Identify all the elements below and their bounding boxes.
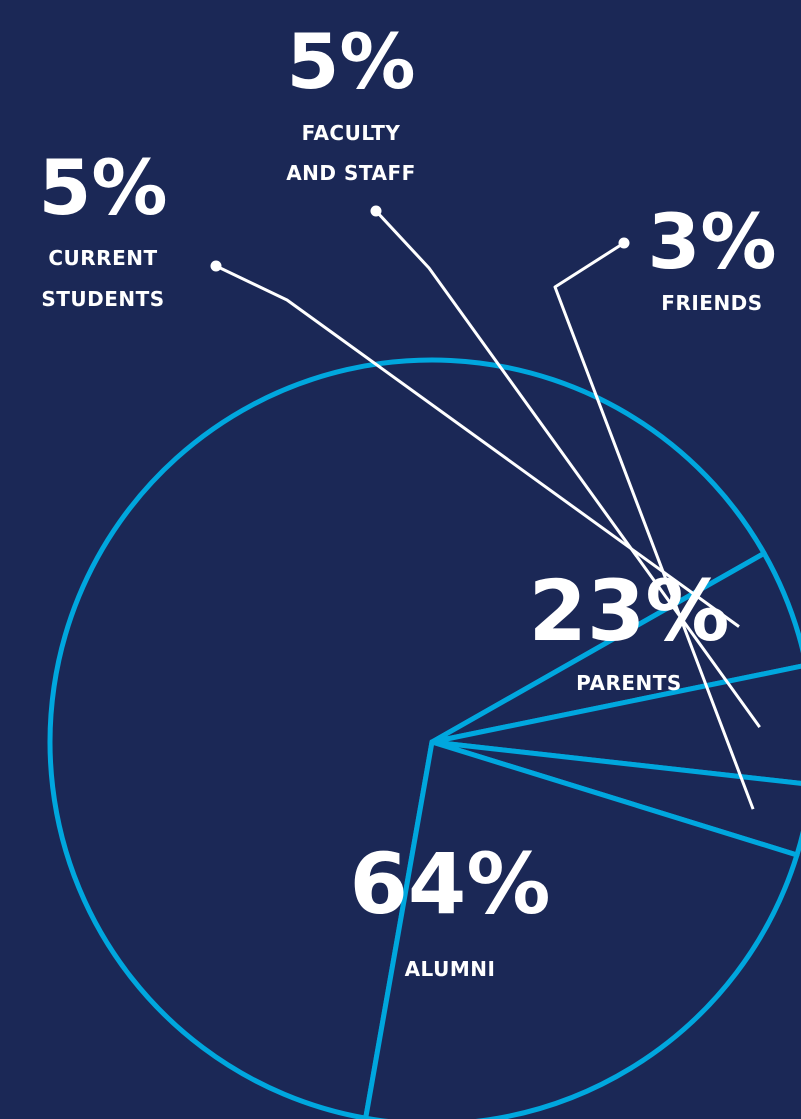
slice-value-friends: 3% (647, 197, 776, 286)
leader-lines (210, 205, 761, 810)
slice-label-faculty-staff: 5% FACULTY AND STAFF (286, 17, 416, 185)
slice-label-text-current-students-line2: STUDENTS (41, 287, 164, 311)
leader-line-faculty-staff-dot (370, 205, 382, 217)
pie-slices (47, 357, 801, 1119)
slice-value-parents: 23% (528, 562, 729, 660)
slice-value-faculty-staff: 5% (286, 17, 415, 106)
slice-label-alumni: 64% ALUMNI (349, 835, 550, 981)
slice-label-text-current-students-line1: CURRENT (48, 246, 157, 270)
slice-label-text-parents: PARENTS (576, 671, 682, 695)
slice-label-text-alumni: ALUMNI (405, 957, 496, 981)
slice-label-text-faculty-staff-line1: FACULTY (302, 121, 401, 145)
pie-slice-current-students (429, 550, 801, 745)
slice-label-parents: 23% PARENTS (528, 562, 729, 695)
leader-line-friends-dot (618, 237, 630, 249)
leader-line-friends (553, 241, 755, 810)
slice-value-current-students: 5% (38, 143, 167, 232)
leader-line-current-students (215, 264, 740, 628)
leader-line-current-students-dot (210, 260, 222, 272)
pie-slice-alumni (47, 357, 767, 1119)
leader-line-faculty-staff (374, 209, 761, 728)
pie-slice-parents (363, 739, 800, 1119)
slice-value-alumni: 64% (349, 835, 550, 933)
slice-label-friends: 3% FRIENDS (647, 197, 776, 315)
slice-label-text-friends: FRIENDS (661, 291, 762, 315)
slice-label-current-students: 5% CURRENT STUDENTS (38, 143, 167, 311)
slice-label-text-faculty-staff-line2: AND STAFF (286, 161, 416, 185)
